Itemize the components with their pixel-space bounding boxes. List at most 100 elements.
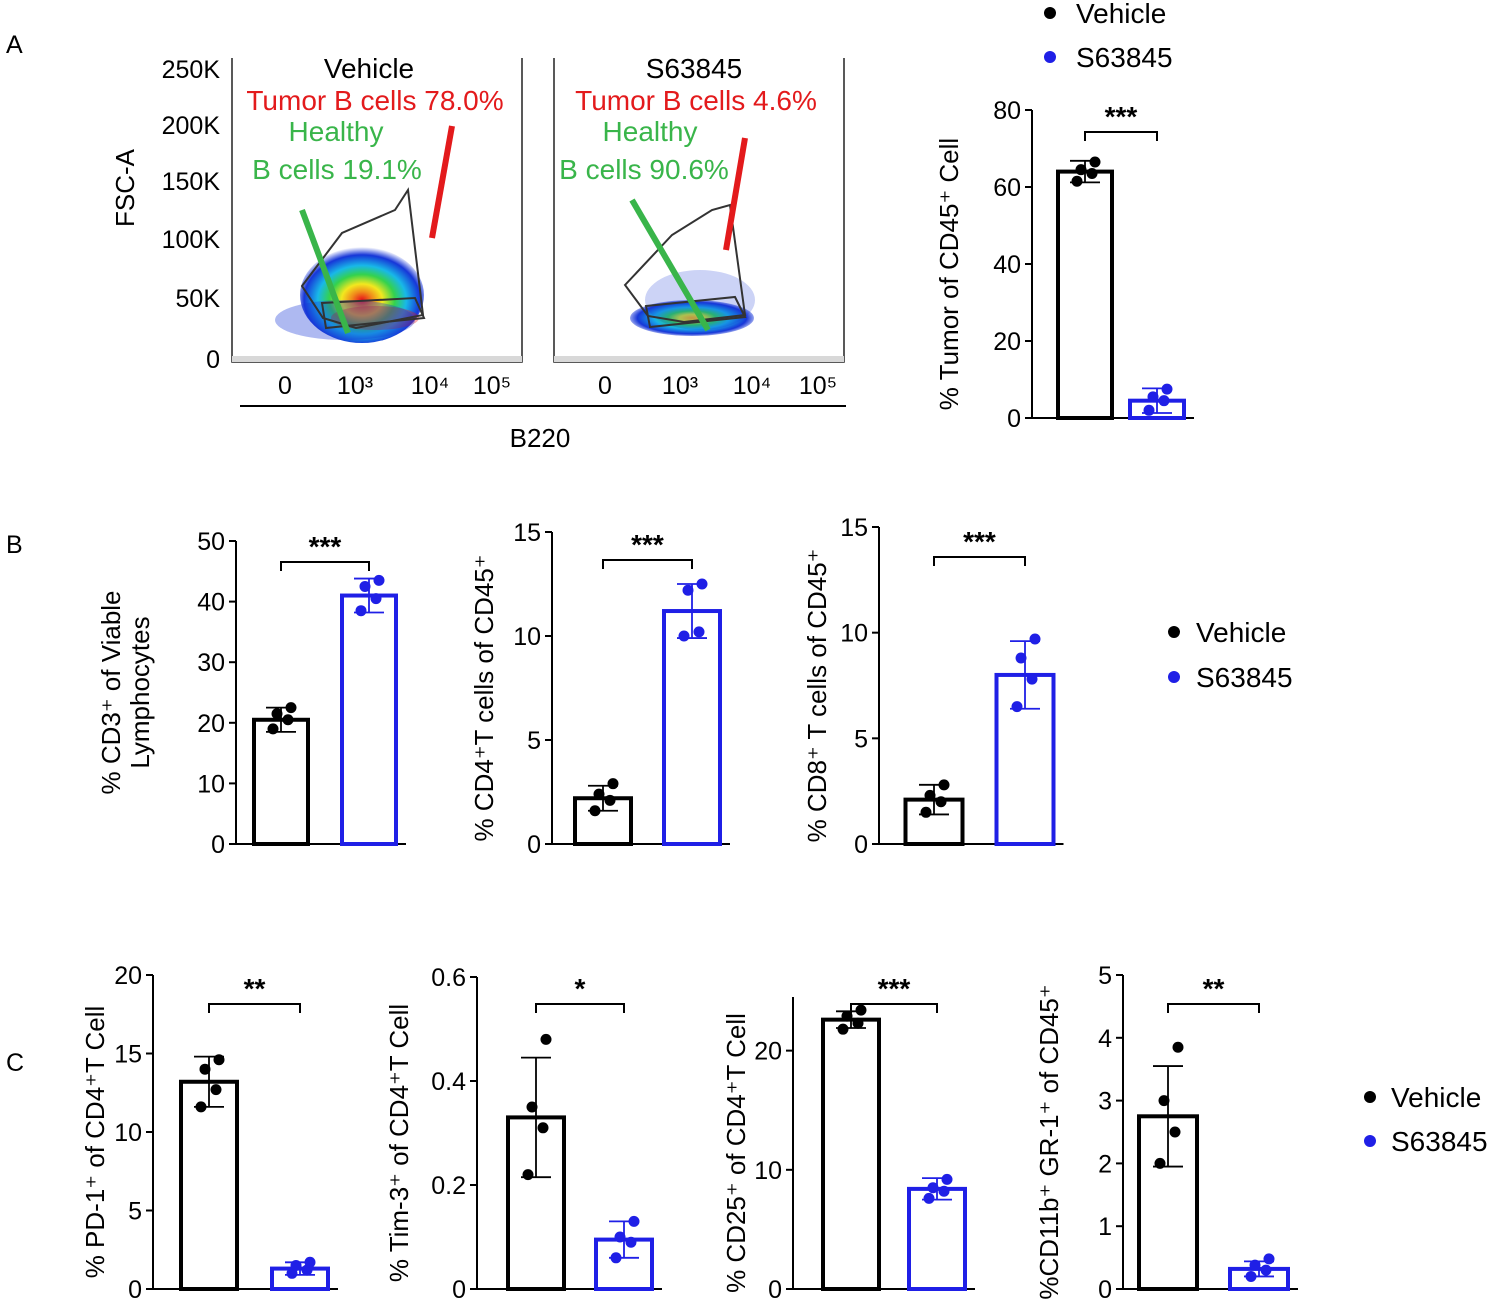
legend-vehicle-label: Vehicle — [1076, 0, 1166, 29]
bar-chart-c2: 0 0.2 0.4 0.6 % Tim-3⁺ of CD4⁺T Cell * — [384, 964, 662, 1302]
y-tick-label: 20 — [114, 962, 142, 990]
data-point-vehicle — [1075, 164, 1087, 176]
y-tick-label: 80 — [993, 97, 1021, 125]
data-point-vehicle — [282, 714, 294, 726]
data-point-vehicle — [267, 723, 279, 735]
y-axis-label: % Tim-3⁺ of CD4⁺T Cell — [384, 1004, 414, 1282]
flow-y-axis-label: FSC-A — [110, 148, 140, 227]
data-point-s63845 — [1143, 404, 1155, 416]
legend-vehicle-label: Vehicle — [1196, 617, 1286, 648]
y-axis-label: % CD4⁺T cells of CD45⁺ — [469, 554, 499, 841]
panel-label-b: B — [6, 531, 23, 559]
density-cloud — [300, 247, 424, 343]
legend-b: Vehicle S63845 — [1168, 617, 1293, 693]
y-axis-label: % CD3⁺ of Viable — [96, 590, 126, 794]
y-tick-label: 40 — [197, 589, 225, 617]
legend-s63845-label: S63845 — [1076, 42, 1173, 73]
significance-label: *** — [309, 531, 342, 562]
data-point-s63845 — [1260, 1264, 1272, 1276]
data-point-vehicle — [920, 806, 932, 818]
data-point-s63845 — [1158, 395, 1170, 407]
y-tick-label: 0 — [128, 1276, 142, 1302]
panel-label-c: C — [6, 1049, 24, 1077]
flow-plot-s63845: S63845 Tumor B cells 4.6% Healthy B cell… — [553, 53, 845, 363]
data-point-s63845 — [923, 1192, 935, 1204]
flow-x-tick: 10⁵ — [799, 372, 837, 400]
data-point-s63845 — [628, 1215, 640, 1227]
significance-bracket — [933, 556, 1026, 566]
data-point-vehicle — [935, 796, 947, 808]
y-tick-label: 2 — [1098, 1150, 1112, 1178]
y-tick-label: 20 — [993, 328, 1021, 356]
density-cloud — [630, 300, 754, 336]
bar-chart-b1: 0 10 20 30 40 50 % CD3⁺ of Viable Lymphocytes **… — [96, 528, 406, 859]
data-point-s63845 — [682, 584, 694, 596]
significance-label: *** — [878, 973, 911, 1004]
flow-x-tick: 0 — [278, 372, 292, 400]
flow-y-tick: 0 — [206, 346, 220, 374]
data-point-s63845 — [304, 1256, 316, 1268]
data-point-vehicle — [604, 794, 616, 806]
data-point-s63845 — [938, 1185, 950, 1197]
y-tick-label: 5 — [527, 727, 541, 755]
healthy-indicator-line — [629, 198, 711, 332]
data-point-s63845 — [1249, 1259, 1261, 1271]
data-point-s63845 — [678, 630, 690, 642]
healthy-b-cells-label: B cells 90.6% — [559, 154, 729, 185]
flow-x-axis-label: B220 — [510, 423, 571, 453]
data-point-vehicle — [285, 702, 297, 714]
data-point-vehicle — [210, 1084, 222, 1096]
significance-label: *** — [631, 529, 664, 560]
data-point-s63845 — [1015, 652, 1027, 664]
data-point-vehicle — [1169, 1126, 1181, 1138]
data-point-vehicle — [271, 708, 283, 720]
significance-label: *** — [963, 526, 996, 557]
data-point-s63845 — [373, 574, 385, 586]
tumor-indicator-line — [429, 125, 455, 239]
flow-x-tick: 10⁵ — [473, 372, 511, 400]
significance-bracket — [602, 559, 693, 569]
data-point-vehicle — [1086, 168, 1098, 180]
y-tick-label: 20 — [197, 710, 225, 738]
data-point-s63845 — [614, 1231, 626, 1243]
y-tick-label: 0 — [211, 831, 225, 859]
legend-vehicle-label: Vehicle — [1391, 1082, 1481, 1113]
y-tick-label: 10 — [754, 1157, 782, 1185]
flow-y-tick: 100K — [162, 226, 221, 254]
flow-x-ticks: 0 10³ 10⁴ 10⁵ 0 10³ 10⁴ 10⁵ — [278, 372, 837, 400]
y-tick-label: 0.6 — [431, 964, 466, 992]
y-tick-label: 0.2 — [431, 1172, 466, 1200]
bar-vehicle — [821, 1017, 881, 1291]
bar-chart-b3: 0 5 10 15 % CD8⁺ T cells of CD45⁺ *** — [802, 514, 1064, 859]
data-point-vehicle — [593, 788, 605, 800]
healthy-label: Healthy — [603, 116, 698, 147]
data-point-s63845 — [941, 1173, 953, 1185]
significance-label: *** — [1105, 101, 1138, 132]
healthy-gate — [644, 295, 747, 329]
data-point-s63845 — [355, 605, 367, 617]
flow-y-tick: 50K — [176, 285, 221, 313]
data-point-vehicle — [607, 778, 619, 790]
y-tick-label: 50 — [197, 528, 225, 556]
data-point-s63845 — [1147, 391, 1159, 403]
legend-c: Vehicle S63845 — [1364, 1082, 1488, 1157]
legend-s63845-marker — [1364, 1135, 1376, 1147]
y-tick-label: 1 — [1098, 1213, 1112, 1241]
legend-s63845-label: S63845 — [1391, 1126, 1488, 1157]
y-tick-label: 15 — [840, 514, 868, 542]
flow-x-tick: 10³ — [662, 372, 698, 400]
data-point-s63845 — [927, 1182, 939, 1194]
data-point-s63845 — [625, 1236, 637, 1248]
data-point-vehicle — [938, 779, 950, 791]
y-tick-label: 0 — [1098, 1276, 1112, 1302]
bar-chart-c3: 0 10 20% CD25⁺ of CD4⁺T Cell *** — [721, 973, 975, 1302]
y-tick-label: 60 — [993, 174, 1021, 202]
y-axis-label: % PD-1⁺ of CD4⁺T Cell — [80, 1006, 110, 1279]
significance-bracket — [208, 1003, 301, 1013]
bar-s63845 — [907, 1186, 967, 1292]
data-point-s63845 — [1245, 1270, 1257, 1282]
y-tick-label: 15 — [114, 1041, 142, 1069]
y-tick-label: 10 — [197, 770, 225, 798]
data-point-vehicle — [1154, 1157, 1166, 1169]
